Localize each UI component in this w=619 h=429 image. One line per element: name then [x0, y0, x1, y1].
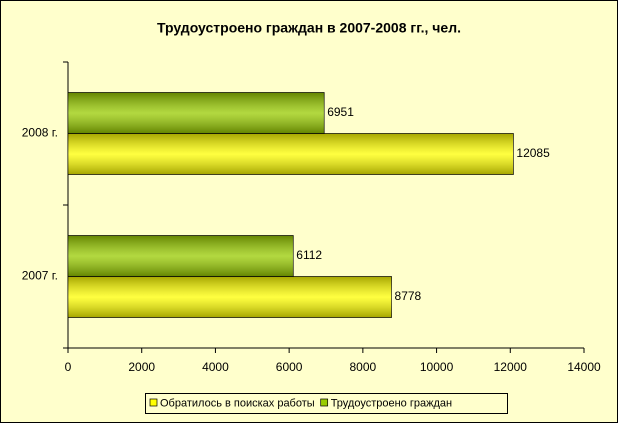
data-label: 12085 — [516, 146, 550, 160]
x-tick-label: 8000 — [350, 360, 377, 374]
legend-label: Обратилось в поисках работы — [160, 397, 315, 409]
data-label: 6951 — [327, 105, 354, 119]
x-tick-label: 12000 — [494, 360, 528, 374]
y-tick-label: 2007 г. — [22, 269, 58, 283]
bar — [67, 92, 325, 134]
bar — [67, 133, 514, 175]
legend-swatch — [149, 398, 158, 407]
x-tick-label: 6000 — [276, 360, 303, 374]
x-tick-label: 0 — [65, 360, 72, 374]
data-label: 8778 — [395, 289, 422, 303]
y-tick-label: 2008 г. — [22, 126, 58, 140]
x-tick-label: 4000 — [202, 360, 229, 374]
x-tick-label: 2000 — [128, 360, 155, 374]
legend-swatch — [320, 398, 329, 407]
legend-label: Трудоустроено граждан — [331, 397, 452, 409]
x-tick-label: 14000 — [567, 360, 601, 374]
bar — [67, 276, 392, 318]
x-tick-label: 10000 — [420, 360, 454, 374]
bar — [67, 235, 294, 277]
chart-title: Трудоустроено граждан в 2007-2008 гг., ч… — [157, 20, 461, 36]
data-label: 6112 — [296, 248, 322, 262]
